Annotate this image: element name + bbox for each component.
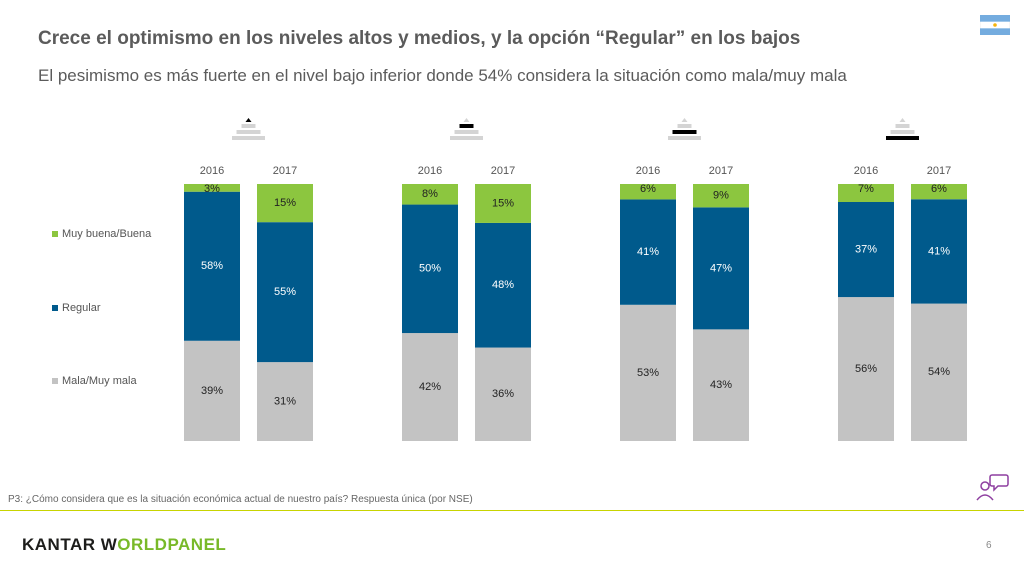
- bar-segment: [620, 184, 676, 200]
- bar-segment: [838, 297, 894, 441]
- pyramid-level-2: [895, 124, 910, 128]
- pyramid-level-1: [245, 118, 252, 122]
- bar-segment: [911, 184, 967, 200]
- data-label: 15%: [492, 197, 514, 209]
- year-label: 2016: [200, 165, 224, 177]
- bar-segment: [402, 204, 458, 334]
- data-label: 41%: [928, 245, 950, 257]
- page-subtitle: El pesimismo es más fuerte en el nivel b…: [38, 66, 847, 85]
- pyramid-level-1: [899, 118, 906, 122]
- chat-people-icon: [976, 474, 1009, 501]
- bar-segment: [402, 184, 458, 205]
- data-label: 50%: [419, 263, 441, 275]
- bar-segment: [911, 303, 967, 441]
- data-label: 56%: [855, 363, 877, 375]
- pyramid-level-2: [241, 124, 256, 128]
- legend-label: Mala/Muy mala: [62, 375, 137, 387]
- bar-segment: [838, 184, 894, 202]
- year-label: 2017: [491, 165, 515, 177]
- page-title: Crece el optimismo en los niveles altos …: [38, 28, 801, 49]
- data-label: 55%: [274, 286, 296, 298]
- pyramid-level-4: [886, 136, 919, 140]
- bar-segment: [838, 201, 894, 298]
- pyramid-level-4: [450, 136, 483, 140]
- bar-segment: [402, 333, 458, 441]
- year-label: 2016: [854, 165, 878, 177]
- data-label: 7%: [858, 183, 874, 195]
- nse-stacked-bar-chart: Muy buena/Buena Regular Mala/Muy mala 2016 3…: [52, 118, 967, 441]
- data-label: 54%: [928, 366, 950, 378]
- bar-segment: [620, 304, 676, 441]
- legend-label: Muy buena/Buena: [62, 228, 152, 240]
- data-label: 3%: [204, 183, 220, 195]
- data-label: 53%: [637, 367, 659, 379]
- logo-text-part1: KANTAR W: [22, 535, 118, 554]
- logo-text-o: O: [117, 535, 132, 554]
- data-label: 8%: [422, 188, 438, 200]
- legend-label: Regular: [62, 302, 101, 314]
- year-label: 2016: [636, 165, 660, 177]
- data-label: 39%: [201, 385, 223, 397]
- data-label: 6%: [640, 183, 656, 195]
- data-label: 36%: [492, 388, 514, 400]
- pyramid-level-3: [672, 130, 697, 134]
- year-label: 2017: [709, 165, 733, 177]
- data-label: 37%: [855, 243, 877, 255]
- bar-segment: [693, 184, 749, 208]
- data-label: 58%: [201, 260, 223, 272]
- argentina-flag-icon: [980, 15, 1010, 35]
- bar-segment: [184, 191, 240, 341]
- bar-segment: [693, 207, 749, 330]
- year-label: 2017: [273, 165, 297, 177]
- year-label: 2017: [927, 165, 951, 177]
- pyramid-level-2: [459, 124, 474, 128]
- pyramid-level-1: [681, 118, 688, 122]
- bar-segment: [257, 184, 313, 223]
- bar-segment: [693, 329, 749, 441]
- pyramid-level-3: [454, 130, 479, 134]
- pyramid-level-4: [232, 136, 265, 140]
- page-number: 6: [986, 540, 992, 551]
- data-label: 31%: [274, 395, 296, 407]
- bar-segment: [257, 362, 313, 441]
- pyramid-level-2: [677, 124, 692, 128]
- pyramid-level-4: [668, 136, 701, 140]
- bar-segment: [475, 184, 531, 223]
- pyramid-level-3: [890, 130, 915, 134]
- bar-segment: [911, 199, 967, 304]
- pyramid-level-1: [463, 118, 470, 122]
- bar-segment: [184, 184, 240, 192]
- bar-segment: [475, 347, 531, 441]
- legend-swatch: [52, 378, 58, 384]
- bar-segment: [257, 222, 313, 363]
- kantar-worldpanel-logo: KANTAR WORLDPANEL: [22, 535, 226, 555]
- data-label: 6%: [931, 183, 947, 195]
- legend-swatch: [52, 231, 58, 237]
- data-label: 9%: [713, 190, 729, 202]
- data-label: 42%: [419, 381, 441, 393]
- data-label: 43%: [710, 379, 732, 391]
- year-label: 2016: [418, 165, 442, 177]
- footer-divider: [0, 510, 1024, 511]
- data-label: 15%: [274, 197, 296, 209]
- data-label: 47%: [710, 262, 732, 274]
- legend-swatch: [52, 305, 58, 311]
- data-label: 41%: [637, 246, 659, 258]
- bar-segment: [184, 340, 240, 441]
- bar-segment: [475, 222, 531, 348]
- pyramid-level-3: [236, 130, 261, 134]
- question-footnote: P3: ¿Cómo considera que es la situación …: [8, 494, 473, 505]
- data-label: 48%: [492, 279, 514, 291]
- bar-segment: [620, 199, 676, 305]
- logo-text-part2: RLDPANEL: [131, 535, 227, 554]
